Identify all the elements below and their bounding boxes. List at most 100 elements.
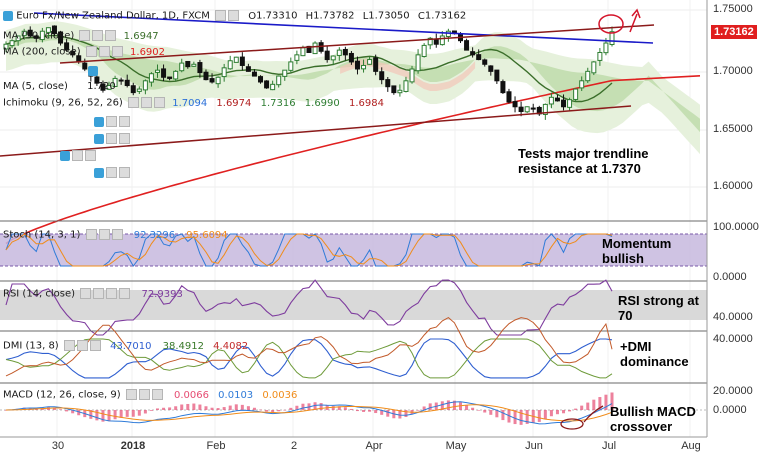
visibility-icon[interactable] [88,65,98,76]
macd-histogram-bar [368,410,372,412]
macd-value: 0.0103 [218,389,254,401]
indicator-icon-row[interactable] [94,113,130,131]
candle-body [373,57,379,72]
candle-body [427,37,433,46]
macd-histogram-bar [362,410,366,412]
candle-body [391,85,397,94]
macd-histogram-bar [95,410,99,421]
settings-icon[interactable] [215,10,227,21]
stoch-legend[interactable]: Stoch (14, 3, 1) 92.3296 95.6094 [3,229,228,241]
close-icon[interactable] [119,116,130,128]
visibility-icon[interactable] [128,97,140,108]
macd-histogram-bar [374,410,378,414]
ma5-value: 1.720 [87,81,116,92]
close-icon[interactable] [154,97,166,108]
time-tick-label: 2 [290,440,298,452]
settings-icon[interactable] [92,30,104,41]
macd-histogram-bar [59,409,63,410]
indicator-icon-row[interactable] [60,147,96,165]
candle-body [361,64,367,70]
rsi-legend[interactable]: RSI (14, close) 72.9393 [3,288,183,300]
time-axis-area [0,437,707,457]
settings-icon[interactable] [93,288,105,299]
more-icon[interactable] [119,288,131,299]
close-icon[interactable] [111,46,123,57]
visibility-icon[interactable] [94,167,104,178]
settings-icon[interactable] [72,150,83,162]
visibility-icon[interactable] [85,229,97,240]
visibility-icon[interactable] [85,46,97,57]
visibility-icon[interactable] [94,116,104,127]
stoch-k-value: 92.3296 [133,229,176,241]
time-tick-label: Jun [525,440,543,452]
macd-signal-line [5,404,613,422]
macd-histogram-bar [386,410,390,417]
trendline-channel-bottom[interactable] [0,105,632,157]
dmi-label: DMI (13, 8) [3,340,59,352]
annotation-line: Bullish MACD [610,404,696,419]
settings-icon[interactable] [98,46,110,57]
ma200-legend[interactable]: MA (200, close) 1.6902 [3,46,165,58]
candle-body [112,77,118,87]
candle-body [251,71,257,77]
macd-histogram-bar [489,410,493,415]
settings-icon[interactable] [98,229,110,240]
indicator-icon-row[interactable] [94,130,130,148]
ichimoku-legend[interactable]: Ichimoku (9, 26, 52, 26) 1.7094 1.6974 1… [3,97,384,109]
macd-legend[interactable]: MACD (12, 26, close, 9) 0.0066 0.0103 0.… [3,389,297,401]
candle-body [227,60,233,70]
visibility-icon[interactable] [94,133,104,144]
ma5-legend[interactable]: MA (5, close) 1.720 [3,81,116,92]
close-icon[interactable] [106,288,118,299]
settings-icon[interactable] [138,389,150,400]
close-icon[interactable] [119,133,130,145]
visibility-icon[interactable] [125,389,137,400]
close-icon[interactable] [119,167,130,179]
ma50-legend[interactable]: MA (50, close) 1.6947 [3,30,159,42]
macd-histogram-bar [555,410,559,415]
visibility-icon[interactable] [79,30,91,41]
visibility-icon[interactable] [60,150,70,161]
close-icon[interactable] [151,389,163,400]
open-label: O [248,10,257,22]
candle-body [597,51,603,61]
macd-histogram-bar [604,394,608,410]
adx-line [5,316,613,377]
trendline-resistance-blue[interactable] [33,12,654,44]
visibility-icon[interactable] [80,288,92,299]
time-tick-label: Jul [601,440,617,452]
settings-icon[interactable] [141,97,153,108]
candle-body [27,29,33,37]
macd-histogram-bar [156,408,159,410]
macd-histogram-bar [113,410,117,420]
candle-body [70,50,76,56]
close-icon[interactable] [228,10,240,21]
candle-body [173,70,179,80]
macd-histogram-bar [580,405,584,410]
candle-body [379,71,385,81]
time-tick-label: Apr [365,440,383,452]
close-icon[interactable] [89,340,101,351]
macd-histogram-bar [610,392,614,410]
visibility-icon[interactable] [63,340,75,351]
crossover-pointer [583,405,604,423]
close-icon[interactable] [105,30,117,41]
macd-histogram-bar [271,410,275,413]
candle-body [276,75,282,86]
visibility-icon[interactable] [3,10,13,21]
indicator-icon-row[interactable] [88,62,98,80]
macd-histogram-bar [428,403,432,410]
dmi-legend[interactable]: DMI (13, 8) 43.7010 38.4912 4.4082 [3,340,248,352]
indicator-icon-row[interactable] [94,164,130,182]
close-icon[interactable] [111,229,123,240]
settings-icon[interactable] [106,116,117,128]
settings-icon[interactable] [106,167,117,179]
rsi-value: 72.9393 [141,288,183,300]
trendline-channel-top[interactable] [59,24,655,64]
settings-icon[interactable] [76,340,88,351]
close-icon[interactable] [85,150,96,162]
ichimoku-conversion: 1.7094 [172,97,208,109]
settings-icon[interactable] [106,133,117,145]
candle-body [573,88,579,100]
